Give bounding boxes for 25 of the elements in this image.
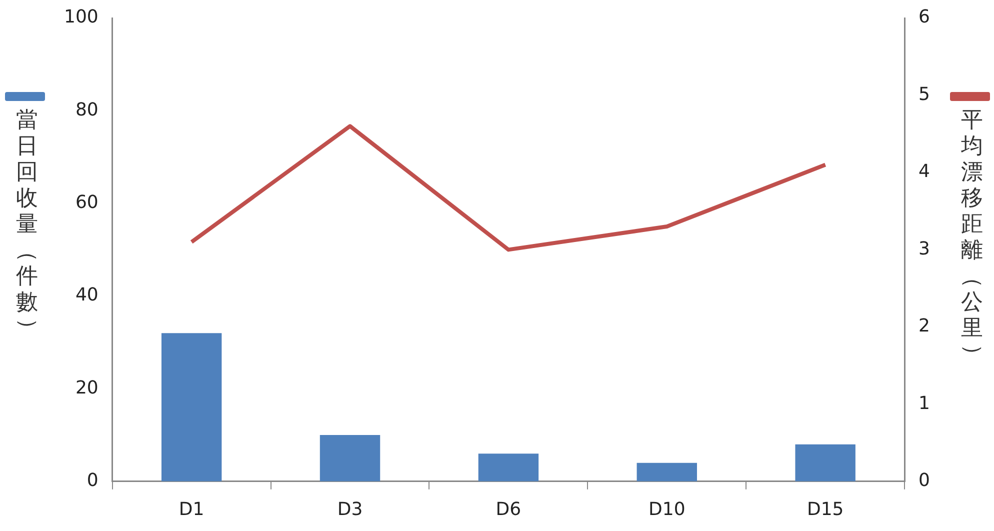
text: 平均漂移距離（公里） xyxy=(960,108,985,366)
x-tick-label: D3 xyxy=(337,498,363,520)
bar xyxy=(636,462,697,482)
bar xyxy=(795,444,856,482)
y-tick-label: 20 xyxy=(75,377,98,398)
text: 當日回收量（件數） xyxy=(15,108,40,340)
x-tick-label: D10 xyxy=(648,498,686,520)
y-tick-label: 100 xyxy=(64,6,98,28)
x-tick-label: D6 xyxy=(496,498,522,520)
y2-tick-label: 5 xyxy=(918,84,930,105)
bar xyxy=(478,454,539,482)
y2-tick-label: 2 xyxy=(918,316,930,337)
y2-tick-label: 1 xyxy=(918,392,930,414)
y-tick-label: 60 xyxy=(75,192,98,214)
x-tick-label: D1 xyxy=(178,498,204,520)
bar xyxy=(161,333,222,482)
y-tick-label: 80 xyxy=(75,99,98,120)
x-tick-label: D15 xyxy=(806,498,844,520)
bar xyxy=(320,435,380,482)
y2-tick-label: 3 xyxy=(918,238,930,260)
y-tick-label: 40 xyxy=(75,284,98,306)
y2-tick-label: 6 xyxy=(918,6,930,28)
y2-tick-label: 0 xyxy=(918,470,930,492)
y-tick-label: 0 xyxy=(86,470,98,492)
y2-tick-label: 4 xyxy=(918,161,930,182)
